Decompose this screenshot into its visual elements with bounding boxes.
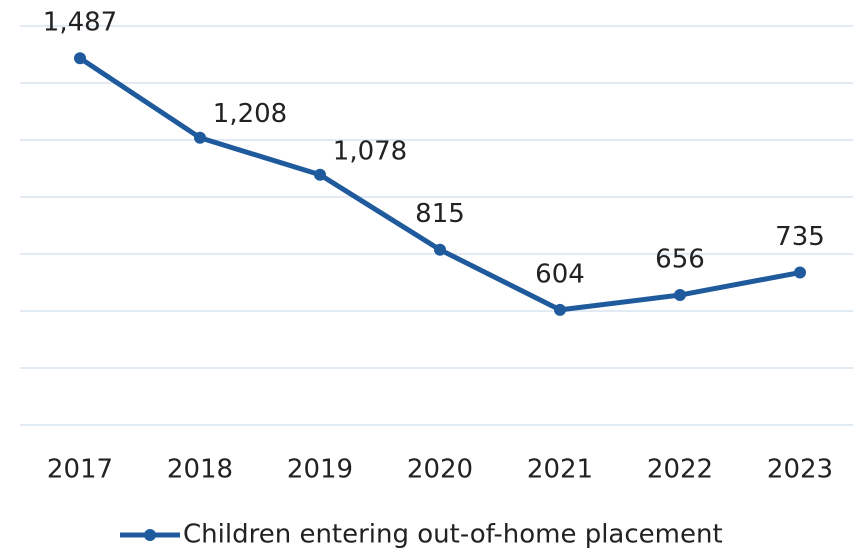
x-tick-label: 2022 [647, 455, 713, 485]
data-label: 735 [775, 222, 825, 252]
point [314, 168, 326, 181]
x-tick-label: 2018 [167, 455, 233, 485]
point [794, 266, 806, 279]
data-label: 815 [415, 199, 465, 229]
point [194, 131, 206, 144]
x-tick-label: 2021 [527, 455, 593, 485]
point [434, 243, 446, 256]
legend-label: Children entering out-of-home placement [183, 520, 723, 550]
data-label: 1,487 [43, 8, 117, 38]
x-tick-label: 2023 [767, 455, 833, 485]
x-tick-label: 2020 [407, 455, 473, 485]
x-tick-label: 2019 [287, 455, 353, 485]
point [674, 289, 686, 302]
legend-marker [144, 529, 156, 541]
point [554, 303, 566, 316]
data-label: 1,208 [213, 99, 287, 129]
x-tick-label: 2017 [47, 455, 113, 485]
data-label: 604 [535, 259, 585, 289]
point [74, 52, 86, 65]
data-label: 656 [655, 245, 705, 275]
data-label: 1,078 [333, 136, 407, 166]
